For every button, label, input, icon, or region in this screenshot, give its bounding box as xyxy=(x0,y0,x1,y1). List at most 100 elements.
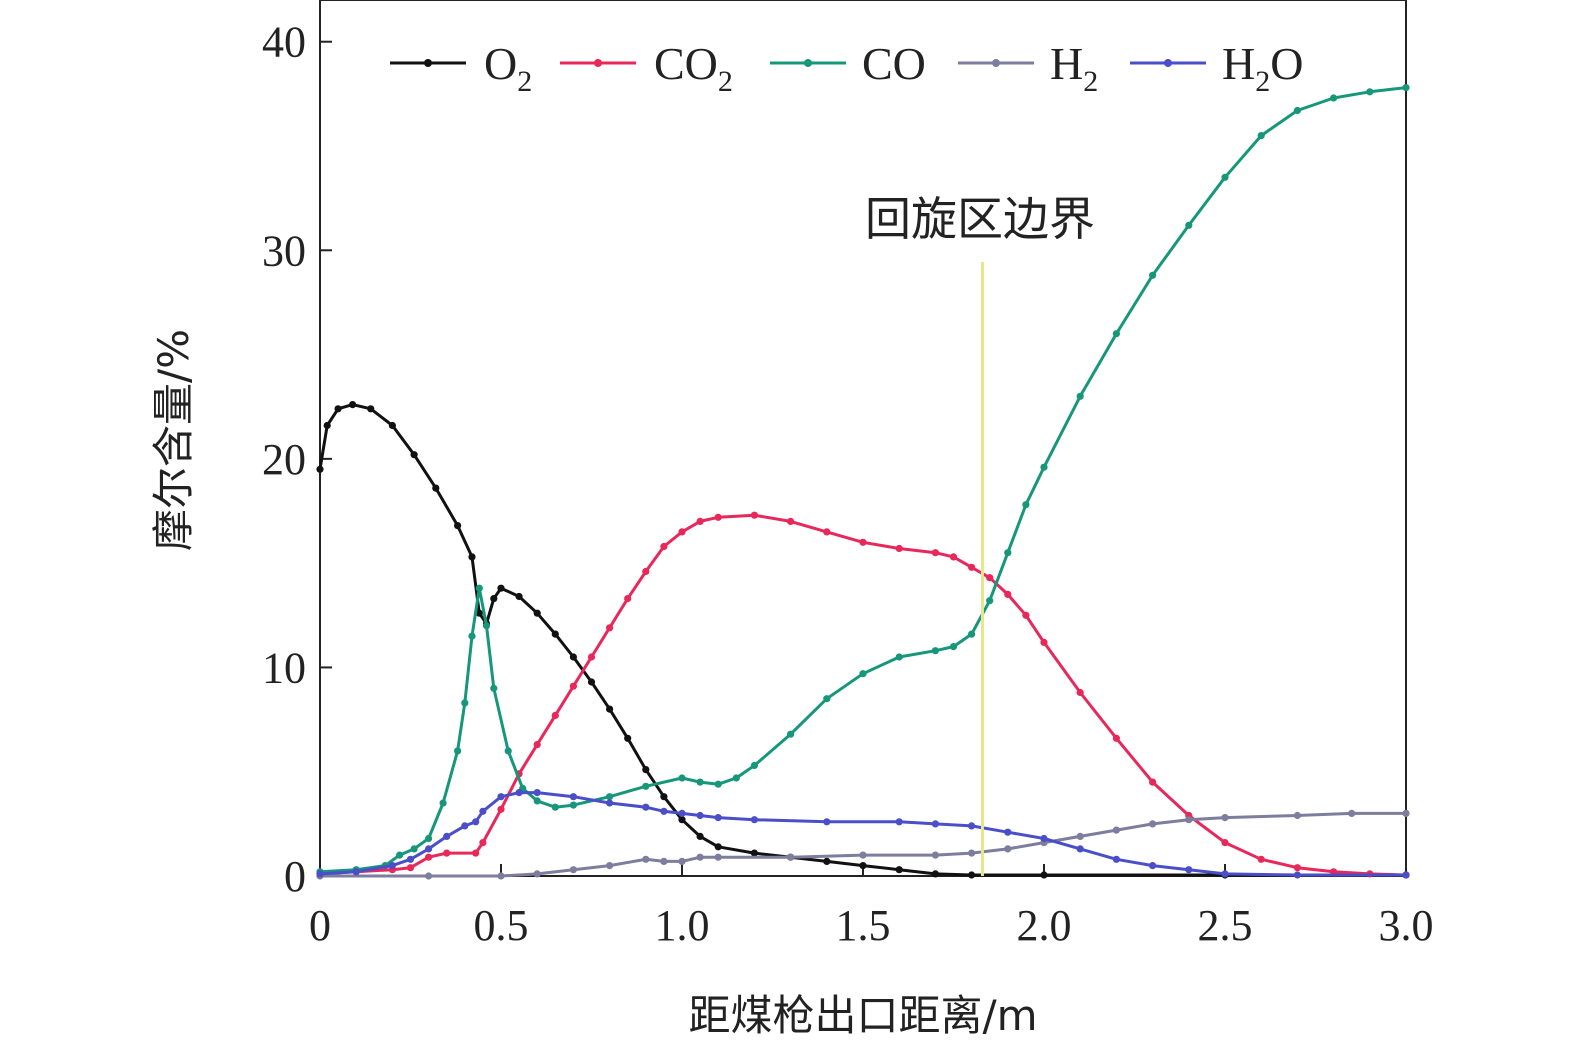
y-tick-label: 0 xyxy=(284,852,306,901)
series-point xyxy=(425,872,433,880)
x-axis-title: 距煤枪出口距离/m xyxy=(688,991,1037,1040)
series-point xyxy=(1040,638,1048,647)
series-point xyxy=(504,747,512,755)
x-axis: 0 0.5 1.0 1.5 2.0 2.5 3.0 xyxy=(309,864,1434,950)
series-point xyxy=(787,517,795,526)
series-point xyxy=(1402,84,1410,92)
series-point xyxy=(968,822,976,830)
series-point xyxy=(678,528,686,536)
series-point xyxy=(1185,866,1193,874)
series-point xyxy=(388,421,396,430)
series-point xyxy=(490,595,498,603)
series-point xyxy=(895,818,903,826)
y-axis-title: 摩尔含量/% xyxy=(149,329,198,551)
series-point xyxy=(475,584,483,592)
y-tick-label: 40 xyxy=(262,18,306,67)
series-point xyxy=(931,549,940,557)
series-point xyxy=(443,832,451,841)
series-point xyxy=(443,849,451,857)
series-point xyxy=(606,705,614,713)
series-point xyxy=(475,609,483,617)
series-point xyxy=(533,789,541,797)
series-point xyxy=(696,811,704,820)
series-point xyxy=(1185,221,1193,229)
series-point xyxy=(624,595,632,603)
series-point xyxy=(823,857,831,866)
x-tick-label: 1.0 xyxy=(655,901,710,950)
series-point xyxy=(1112,855,1120,863)
series-point xyxy=(1004,590,1012,599)
x-tick-label: 2.5 xyxy=(1198,901,1253,950)
series-point xyxy=(479,807,487,815)
series-point xyxy=(388,862,396,870)
series-point xyxy=(406,855,415,863)
series-line xyxy=(319,86,1407,874)
series-point xyxy=(461,822,469,830)
series-point xyxy=(931,647,940,655)
y-tick-label: 20 xyxy=(262,435,306,484)
series-point xyxy=(1293,864,1301,872)
series-point xyxy=(750,849,759,857)
series-point xyxy=(859,862,867,870)
x-tick-label: 0.5 xyxy=(474,901,529,950)
series-point xyxy=(895,653,903,661)
legend-marker xyxy=(992,59,1000,67)
series-point xyxy=(714,843,722,851)
series-point xyxy=(986,597,994,605)
series-point xyxy=(468,553,476,561)
series-point xyxy=(461,699,469,707)
series-point xyxy=(551,803,559,811)
series-point xyxy=(931,820,940,828)
legend-label: CO2 xyxy=(654,38,733,98)
series-point xyxy=(750,761,759,770)
series-point xyxy=(1112,330,1120,338)
series-point xyxy=(696,517,704,526)
series-point xyxy=(787,853,795,861)
series-point xyxy=(1076,688,1084,697)
series-point xyxy=(1221,173,1229,181)
x-tick-label: 1.5 xyxy=(836,901,891,950)
series-point xyxy=(642,803,650,811)
series-point xyxy=(1149,820,1157,828)
series-point xyxy=(1040,871,1048,879)
series-point xyxy=(660,542,668,551)
series-point xyxy=(1076,832,1084,841)
series-point xyxy=(432,484,440,492)
series-point xyxy=(1076,845,1084,853)
series-point xyxy=(859,670,867,678)
series-point xyxy=(334,405,342,413)
series-point xyxy=(606,793,614,801)
series-point xyxy=(425,845,433,853)
series-point xyxy=(696,832,704,841)
series-point xyxy=(642,782,650,790)
series-point xyxy=(410,845,418,853)
series-point xyxy=(750,511,759,519)
series-point xyxy=(533,741,541,749)
legend-label: CO xyxy=(862,38,926,89)
y-axis: 0 10 20 30 40 xyxy=(262,18,332,901)
series-point xyxy=(569,866,578,874)
series-point xyxy=(949,643,958,651)
legend-marker xyxy=(1164,59,1172,67)
series-point xyxy=(1112,734,1120,742)
series-point xyxy=(678,816,686,824)
legend-marker xyxy=(424,59,432,67)
series-point xyxy=(479,839,487,847)
series-point xyxy=(587,653,596,661)
series-layer xyxy=(316,84,1410,880)
series-point xyxy=(1149,271,1157,279)
series-point xyxy=(352,868,360,876)
series-point xyxy=(1149,862,1157,870)
series-point xyxy=(1257,855,1265,863)
series-point xyxy=(497,793,505,801)
series-line xyxy=(318,403,1406,877)
boundary-annotation: 回旋区边界 xyxy=(865,192,1095,246)
series-point xyxy=(1149,778,1157,786)
series-point xyxy=(482,622,491,630)
series-point xyxy=(1022,611,1030,619)
series-point xyxy=(1004,845,1012,853)
series-point xyxy=(823,695,831,703)
series-point xyxy=(1257,132,1265,140)
series-point xyxy=(968,871,976,879)
x-tick-label: 2.0 xyxy=(1017,901,1072,950)
